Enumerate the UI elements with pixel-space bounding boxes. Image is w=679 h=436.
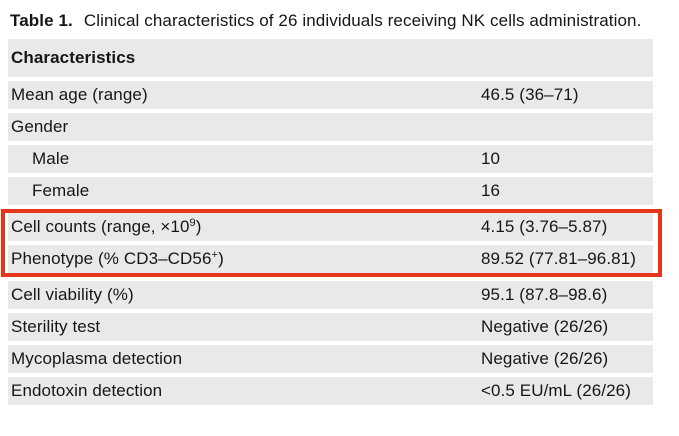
row-label-superscript: 9 <box>189 217 196 229</box>
row-label: Mycoplasma detection <box>11 349 183 368</box>
table-row-cell-counts: Cell counts (range, ×109) 4.15 (3.76–5.8… <box>8 213 653 241</box>
table-row-endotoxin: Endotoxin detection <0.5 EU/mL (26/26) <box>8 377 653 405</box>
row-value: 16 <box>481 181 501 200</box>
row-label: Mean age (range) <box>11 85 148 104</box>
row-value: Negative (26/26) <box>481 349 609 368</box>
table-caption: Table 1. Clinical characteristics of 26 i… <box>10 8 653 34</box>
row-label: Cell counts (range, ×109) <box>11 217 202 236</box>
row-label: Sterility test <box>11 317 101 336</box>
row-label: Phenotype (% CD3–CD56+) <box>11 249 224 268</box>
row-label: Female <box>32 181 90 200</box>
row-value: <0.5 EU/mL (26/26) <box>481 381 631 400</box>
header-cell-characteristics: Characteristics <box>11 48 136 67</box>
row-value: 4.15 (3.76–5.87) <box>481 217 608 236</box>
row-value: 89.52 (77.81–96.81) <box>481 249 637 268</box>
table-row-gender: Gender <box>8 113 653 141</box>
row-value: 10 <box>481 149 501 168</box>
row-value: 46.5 (36–71) <box>481 85 579 104</box>
table-row-mean-age: Mean age (range) 46.5 (36–71) <box>8 81 653 109</box>
row-value: Negative (26/26) <box>481 317 609 336</box>
table-row-cell-viability: Cell viability (%) 95.1 (87.8–98.6) <box>8 281 653 309</box>
highlight-box: Cell counts (range, ×109) 4.15 (3.76–5.8… <box>1 209 662 277</box>
row-label: Cell viability (%) <box>11 285 134 304</box>
table-row-phenotype: Phenotype (% CD3–CD56+) 89.52 (77.81–96.… <box>8 245 653 273</box>
row-label-superscript: + <box>211 249 219 261</box>
page: Table 1. Clinical characteristics of 26 i… <box>1 8 662 405</box>
row-label: Endotoxin detection <box>11 381 163 400</box>
table-row-male: Male 10 <box>8 145 653 173</box>
characteristics-table: Characteristics Mean age (range) 46.5 (3… <box>1 39 662 405</box>
table-header-row: Characteristics <box>8 39 653 77</box>
row-value: 95.1 (87.8–98.6) <box>481 285 608 304</box>
row-label: Gender <box>11 117 69 136</box>
table-row-female: Female 16 <box>8 177 653 205</box>
row-label: Male <box>32 149 70 168</box>
caption-label: Table 1. <box>10 11 73 30</box>
caption-text: Clinical characteristics of 26 individua… <box>83 11 642 30</box>
table-row-mycoplasma: Mycoplasma detection Negative (26/26) <box>8 345 653 373</box>
table-row-sterility-test: Sterility test Negative (26/26) <box>8 313 653 341</box>
